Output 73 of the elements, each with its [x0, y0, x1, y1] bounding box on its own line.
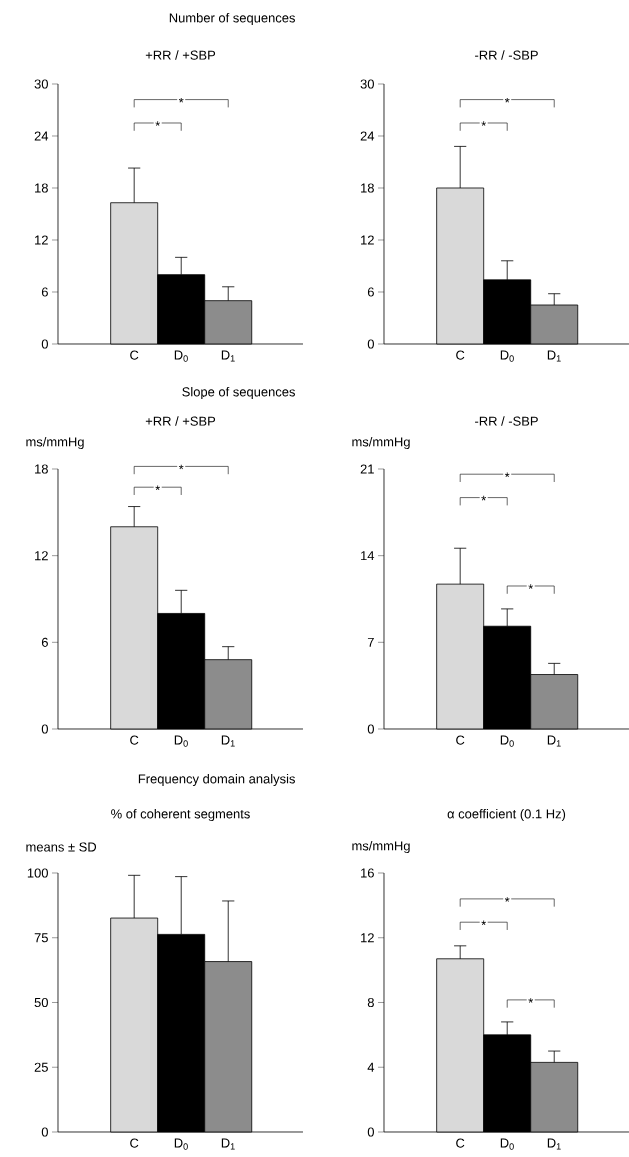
y-tick-label: 14: [360, 551, 374, 561]
y-tick-label: 30: [34, 79, 48, 89]
x-tick-label: D$_{0}$: [174, 735, 188, 747]
y-tick-label: 12: [34, 235, 48, 245]
x-tick-label: C: [455, 1138, 465, 1148]
annotation: *: [178, 464, 184, 470]
y-tick-label: 6: [41, 287, 48, 297]
x-tick-label: D$_{1}$: [547, 350, 561, 362]
y-tick-label: 21: [360, 464, 374, 474]
x-tick-label: D$_{1}$: [547, 1138, 561, 1150]
x-tick-label: C: [129, 735, 139, 745]
y-tick-label: 8: [367, 997, 374, 1008]
chart-subtitle: +RR / +SBP: [145, 416, 215, 426]
x-tick-label: C: [129, 350, 139, 360]
chart-subtitle: -RR / -SBP: [474, 50, 538, 60]
y-tick-label: 0: [41, 724, 48, 734]
annotation: *: [528, 998, 533, 1003]
y-tick-label: 0: [367, 1127, 374, 1137]
y-tick-label: 75: [34, 933, 48, 943]
y-axis-title: means ± SD: [26, 842, 96, 852]
y-tick-label: 4: [367, 1062, 374, 1072]
chart-title: Frequency domain analysis: [138, 773, 295, 787]
y-tick-label: 0: [41, 339, 48, 349]
y-tick-label: 12: [34, 551, 48, 561]
x-tick-label: D$_{0}$: [500, 1138, 514, 1150]
y-tick-label: 16: [360, 868, 374, 878]
y-tick-label: 6: [41, 637, 48, 647]
chart-subtitle: % of coherent segments: [110, 808, 250, 822]
x-tick-label: C: [455, 350, 465, 360]
y-tick-label: 12: [360, 235, 374, 245]
y-tick-label: 0: [367, 724, 374, 734]
y-tick-label: 25: [34, 1062, 48, 1072]
annotation: *: [155, 485, 160, 491]
x-tick-label: C: [129, 1138, 139, 1148]
y-axis-title: ms/mmHg: [352, 436, 410, 450]
chart-subtitle: +RR / +SBP: [145, 50, 215, 60]
y-tick-label: 6: [367, 287, 374, 297]
x-tick-label: D$_{0}$: [500, 350, 514, 362]
y-tick-label: 18: [360, 183, 374, 193]
annotation: *: [504, 897, 510, 902]
y-tick-label: 50: [34, 997, 48, 1008]
y-tick-label: 18: [34, 464, 48, 474]
y-tick-label: 24: [360, 131, 374, 141]
x-tick-label: D$_{1}$: [547, 735, 561, 747]
annotation: *: [528, 584, 533, 589]
x-tick-label: D$_{1}$: [221, 350, 235, 362]
annotation: *: [504, 472, 510, 478]
annotation: *: [178, 97, 184, 103]
annotation: *: [155, 121, 160, 126]
y-axis-title: ms/mmHg: [352, 840, 410, 854]
y-tick-label: 7: [367, 637, 374, 647]
y-tick-label: 12: [360, 933, 374, 943]
x-tick-label: D$_{0}$: [500, 735, 514, 747]
y-tick-label: 24: [34, 131, 48, 141]
annotation: *: [481, 920, 486, 926]
x-tick-label: C: [455, 735, 465, 745]
x-tick-label: D$_{0}$: [174, 1138, 188, 1150]
annotation: *: [481, 121, 486, 126]
chart-title: Number of sequences: [169, 12, 295, 26]
x-tick-label: D$_{0}$: [174, 350, 188, 362]
y-tick-label: 0: [367, 339, 374, 349]
y-tick-label: 18: [34, 183, 48, 193]
chart-subtitle: α coefficient (0.1 Hz): [447, 808, 565, 822]
annotation: *: [504, 97, 510, 103]
chart-title: Slope of sequences: [182, 386, 295, 400]
x-tick-label: D$_{1}$: [221, 735, 235, 747]
y-tick-label: 100: [27, 868, 48, 878]
y-axis-title: ms/mmHg: [26, 436, 84, 450]
y-tick-label: 30: [360, 79, 374, 89]
annotation: *: [481, 495, 486, 501]
x-tick-label: D$_{1}$: [221, 1138, 235, 1150]
y-tick-label: 0: [41, 1127, 48, 1137]
chart-subtitle: -RR / -SBP: [474, 416, 538, 426]
